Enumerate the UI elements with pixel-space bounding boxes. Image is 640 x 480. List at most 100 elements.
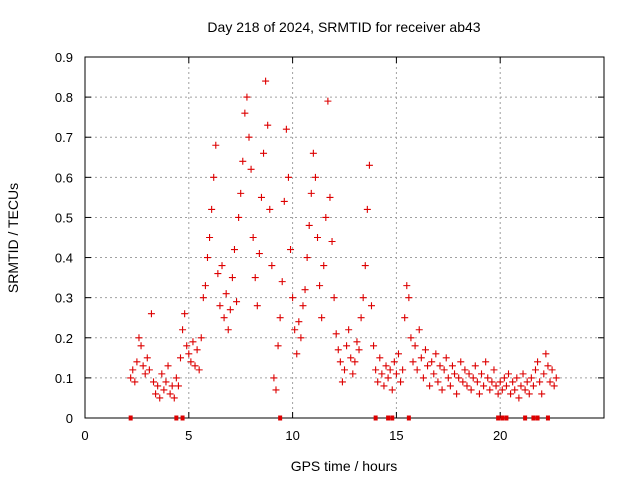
- data-point: [473, 378, 481, 386]
- data-point: [397, 378, 405, 386]
- data-point: [498, 386, 506, 394]
- data-point: [338, 378, 346, 386]
- data-point: [141, 370, 149, 378]
- data-point: [347, 354, 355, 362]
- data-point: [507, 390, 515, 398]
- data-point: [237, 189, 245, 197]
- data-point: [542, 350, 550, 358]
- data-point: [430, 370, 438, 378]
- data-point: [448, 362, 456, 370]
- data-point: [382, 362, 390, 370]
- data-point: [318, 314, 326, 322]
- data-point: [176, 354, 184, 362]
- data-point: [517, 382, 525, 390]
- y-tick-label: 0.2: [55, 331, 73, 346]
- data-point: [515, 394, 523, 402]
- data-point: [411, 342, 419, 350]
- data-point: [158, 370, 166, 378]
- data-point: [529, 382, 537, 390]
- data-point: [500, 374, 508, 382]
- data-point: [365, 161, 373, 169]
- plot-frame: [84, 56, 605, 419]
- data-point: [478, 370, 486, 378]
- data-point: [131, 378, 139, 386]
- data-point: [345, 326, 353, 334]
- data-point: [505, 370, 513, 378]
- data-point: [247, 165, 255, 173]
- data-point: [260, 149, 268, 157]
- data-point: [210, 173, 218, 181]
- data-point-zero: [504, 415, 509, 421]
- data-point: [434, 378, 442, 386]
- data-point: [451, 370, 459, 378]
- data-point: [519, 370, 527, 378]
- grid-lines: [85, 57, 604, 418]
- data-point: [330, 294, 338, 302]
- data-point: [488, 378, 496, 386]
- data-point-zero: [406, 415, 411, 421]
- data-point: [494, 390, 502, 398]
- data-point: [544, 362, 552, 370]
- data-point: [446, 382, 454, 390]
- data-point: [322, 213, 330, 221]
- data-point: [166, 390, 174, 398]
- data-point-zero: [531, 415, 536, 421]
- data-point: [552, 374, 560, 382]
- y-tick-label: 0.9: [55, 50, 73, 65]
- data-point: [320, 262, 328, 270]
- data-point: [293, 350, 301, 358]
- data-point: [550, 382, 558, 390]
- data-point: [525, 390, 533, 398]
- data-point: [224, 326, 232, 334]
- data-point: [440, 366, 448, 374]
- data-point-zero: [500, 415, 505, 421]
- data-point: [361, 262, 369, 270]
- data-point-zero: [180, 415, 185, 421]
- data-point: [471, 362, 479, 370]
- data-point: [469, 374, 477, 382]
- data-point: [255, 250, 263, 258]
- data-point-zero: [373, 415, 378, 421]
- data-point: [170, 394, 178, 402]
- data-point: [233, 298, 241, 306]
- data-point: [384, 374, 392, 382]
- data-point: [405, 294, 413, 302]
- data-point: [270, 374, 278, 382]
- data-point: [534, 358, 542, 366]
- data-point: [216, 302, 224, 310]
- data-point-zero: [496, 415, 501, 421]
- x-axis-label: GPS time / hours: [291, 458, 398, 474]
- data-point: [463, 382, 471, 390]
- data-point: [179, 326, 187, 334]
- data-point: [152, 390, 160, 398]
- data-point: [403, 282, 411, 290]
- x-tick-label: 0: [81, 428, 88, 443]
- data-point: [324, 97, 332, 105]
- data-point-zero: [174, 415, 179, 421]
- y-tick-label: 0.1: [55, 371, 73, 386]
- data-point: [394, 350, 402, 358]
- data-point: [243, 93, 251, 101]
- data-point: [203, 254, 211, 262]
- data-point: [181, 310, 189, 318]
- y-tick-label: 0.8: [55, 90, 73, 105]
- data-point: [147, 310, 155, 318]
- data-point: [309, 149, 317, 157]
- y-tick-label: 0.3: [55, 291, 73, 306]
- data-point: [291, 326, 299, 334]
- data-point: [164, 362, 172, 370]
- data-point: [289, 294, 297, 302]
- data-point: [301, 286, 309, 294]
- data-point: [548, 366, 556, 374]
- data-point: [185, 350, 193, 358]
- data-point: [367, 302, 375, 310]
- data-point: [228, 274, 236, 282]
- data-point: [461, 366, 469, 374]
- data-point: [156, 394, 164, 402]
- data-point: [459, 378, 467, 386]
- data-point: [206, 234, 214, 241]
- data-point: [444, 374, 452, 382]
- data-point: [436, 362, 444, 370]
- data-point: [245, 133, 253, 141]
- y-axis-label: SRMTID / TECUs: [5, 183, 21, 293]
